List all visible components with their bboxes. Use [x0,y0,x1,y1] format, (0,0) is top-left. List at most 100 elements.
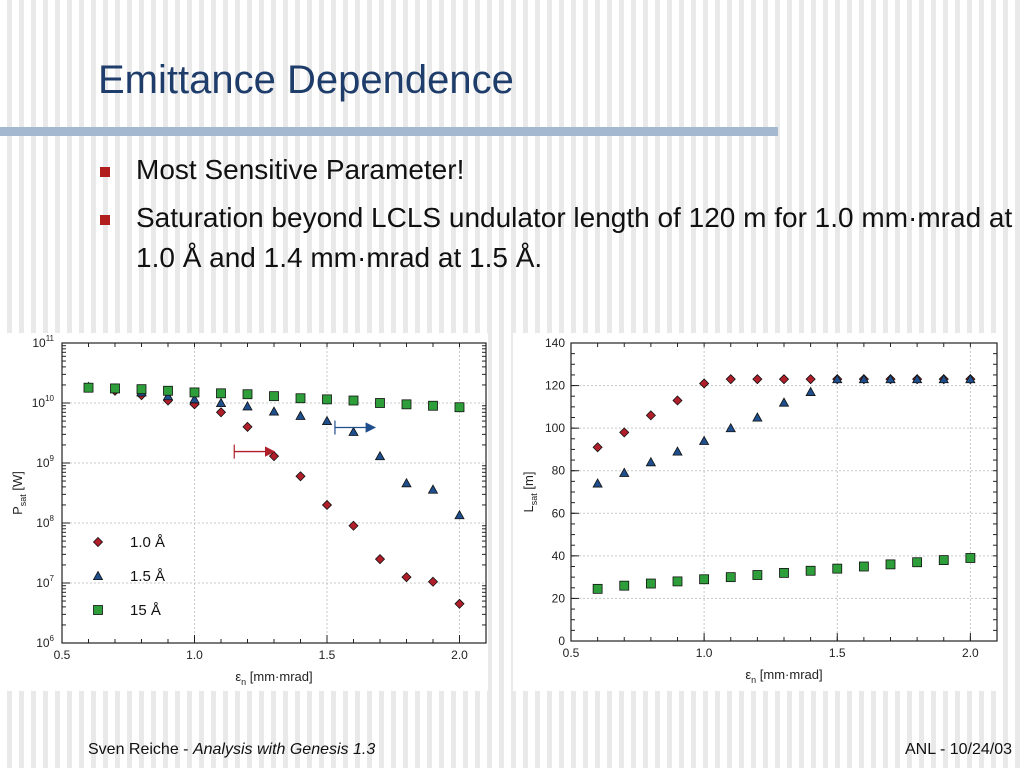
y-axis-label: Psat [W] [10,471,28,515]
data-point-1-5a [752,412,763,422]
data-point-1-0a [619,427,630,438]
data-point-1-5a [938,373,949,384]
data-point-1-5a [672,446,683,456]
data-point-15a [348,395,359,406]
data-point-1-5a [268,406,280,416]
bullet-item: Saturation beyond LCLS undulator length … [98,198,1018,278]
footer-author: Sven Reiche - [88,741,193,758]
y-tick-label: 1011 [32,334,54,350]
data-point-15a [428,400,438,411]
legend-label-1-5a: 1.5 Å [130,568,165,585]
data-point-1-0a [645,410,656,421]
y-tick-label: 108 [36,514,54,530]
x-tick-label: 1.5 [319,648,336,662]
data-point-15a [454,402,465,413]
x-tick-label: 1.5 [829,646,846,660]
lsat-chart: 0.5 1.0 1.5 2.0 0 20 40 60 80 100 120 140 εn [mm·mra… [513,333,999,691]
data-point-1-5a [725,422,736,433]
data-point-15a [163,385,173,396]
x-tick-label: 1.0 [696,646,713,660]
y-tick-label: 107 [36,574,54,590]
data-point-1-0a [401,572,412,583]
data-point-15a [672,576,683,587]
footer-right: ANL - 10/24/03 [904,741,1012,758]
data-point-15a [805,565,816,576]
lsat-chart-svg: 0.5 1.0 1.5 2.0 0 20 40 60 80 100 120 140 εn [mm·mra… [521,336,998,685]
psat-chart: 0.5 1.0 1.5 2.0 106 107 108 109 1010 1011 εn [mm·m… [0,333,488,691]
data-point-15a [322,394,332,405]
data-point-15a [216,388,226,399]
data-point-1-0a [268,451,280,462]
x-tick-label: 2.0 [962,646,979,660]
data-point-15a [592,583,603,594]
y-tick-label: 1010 [32,394,55,410]
data-point-1-5a [454,509,465,520]
data-point-15a [885,559,896,570]
square-bullet-icon [100,167,110,177]
data-point-1-0a [374,554,386,565]
data-point-1-0a [321,499,333,511]
y-tick-label: 140 [545,336,565,350]
data-point-15a [752,570,763,580]
x-axis-label: εn [mm·mrad] [745,667,822,685]
slide-title: Emittance Dependence [98,58,514,102]
data-point-15a [965,553,976,563]
data-point-1-0a [295,471,306,482]
data-point-1-0a [215,407,227,418]
data-point-1-5a [645,456,657,467]
y-tick-label: 120 [545,379,565,393]
y-axis-label: Lsat [m] [521,472,539,513]
data-point-15a [401,399,412,410]
data-point-15a [699,574,710,585]
y-tick-label: 20 [552,591,566,605]
footer-talk-title: Analysis with Genesis 1.3 [192,741,376,758]
data-point-1-5a [427,484,439,494]
legend-label-15a: 15 Å [130,602,161,619]
y-tick-label: 106 [36,634,54,650]
square-bullet-icon [100,215,110,225]
data-point-15a [189,387,200,398]
data-point-1-5a [189,394,200,404]
data-point-1-0a [778,374,790,385]
data-point-15a [375,398,385,408]
data-point-1-0a [242,421,253,432]
data-point-1-5a [348,426,359,436]
data-point-15a [269,391,279,402]
x-tick-label: 0.5 [563,646,580,660]
data-point-1-0a [427,576,439,587]
y-tick-label: 40 [552,549,566,563]
data-point-15a [912,557,923,568]
data-point-1-5a [698,435,710,445]
data-point-1-5a [162,390,174,401]
legend-marker-15a [93,605,103,615]
bullet-text: Most Sensitive Parameter! [136,154,465,185]
data-point-15a [136,384,147,395]
y-tick-label: 109 [36,454,54,470]
x-tick-label: 1.0 [186,648,203,662]
data-point-1-5a [215,397,227,407]
data-point-1-0a [752,374,763,385]
data-point-15a [938,555,949,566]
data-point-1-5a [401,477,412,488]
data-point-1-0a [725,374,736,385]
x-tick-label: 2.0 [451,648,468,662]
data-point-1-5a [592,478,603,488]
data-point-15a [779,567,789,578]
psat-chart-svg: 0.5 1.0 1.5 2.0 106 107 108 109 1010 1011 εn [mm·m… [10,334,487,687]
bullet-item: Most Sensitive Parameter! [98,150,1018,190]
data-point-1-5a [911,373,923,384]
legend-label-1-0a: 1.0 Å [130,534,165,551]
data-point-1-5a [805,386,816,396]
data-point-1-5a [858,373,870,384]
y-tick-label: 60 [552,506,566,520]
data-point-1-0a [672,395,683,406]
data-point-1-5a [321,415,333,426]
bullet-text: Saturation beyond LCLS undulator length … [136,202,1013,273]
data-point-1-0a [592,442,603,453]
data-point-15a [619,580,630,591]
data-point-15a [858,561,869,572]
data-point-15a [242,389,253,400]
data-point-1-5a [242,401,253,411]
data-point-1-5a [965,373,976,384]
data-point-1-0a [699,378,710,389]
